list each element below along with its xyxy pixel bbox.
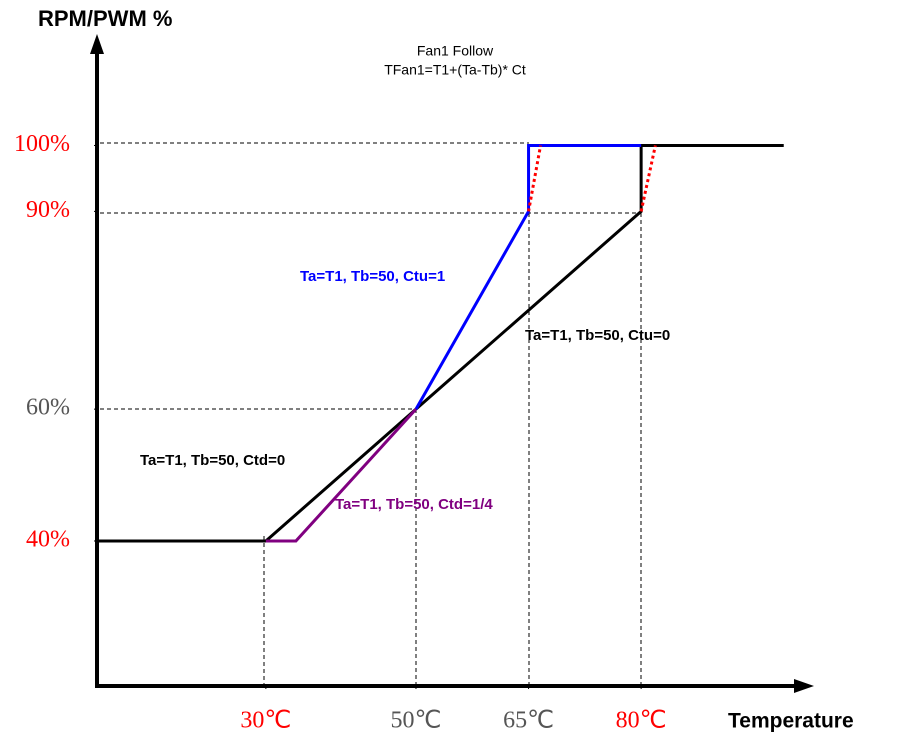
- y-axis-arrow: [90, 34, 104, 54]
- annotation: Ta=T1, Tb=50, Ctd=1/4: [335, 496, 493, 513]
- x-tick-label: 50℃: [390, 708, 441, 734]
- line: [97, 143, 784, 543]
- dotted-line: [639, 145, 657, 212]
- x-tick-label: 30℃: [240, 708, 291, 734]
- line: [265, 408, 418, 543]
- x-tick-label: 80℃: [616, 708, 667, 734]
- dotted-line: [527, 145, 543, 212]
- line: [414, 143, 642, 410]
- x-axis-arrow: [794, 679, 814, 693]
- y-tick-label: 90%: [26, 197, 70, 223]
- chart-subtitle: TFan1=T1+(Ta-Tb)* Ct: [384, 62, 526, 78]
- chart-title: Fan1 Follow: [417, 43, 494, 59]
- guides: [100, 142, 642, 684]
- annotation: Ta=T1, Tb=50, Ctd=0: [140, 452, 285, 469]
- annotation: Ta=T1, Tb=50, Ctu=0: [525, 327, 670, 344]
- annotation: Ta=T1, Tb=50, Ctu=1: [300, 268, 445, 285]
- y-tick-label: 100%: [14, 131, 70, 157]
- x-axis-label: Temperature: [728, 710, 854, 733]
- x-tick-label: 65℃: [503, 708, 554, 734]
- axes: [90, 34, 814, 693]
- y-axis-label: RPM/PWM %: [38, 6, 172, 31]
- y-tick-label: 60%: [26, 395, 70, 421]
- y-tick-label: 40%: [26, 526, 70, 552]
